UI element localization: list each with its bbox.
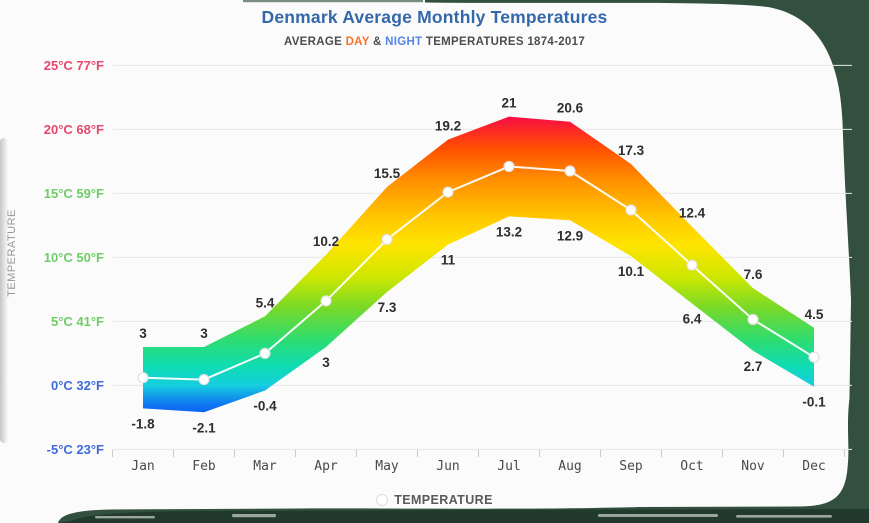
night-value-label: -0.4 xyxy=(253,399,277,414)
y-axis-title: TEMPERATURE xyxy=(6,209,18,297)
data-point-marker[interactable] xyxy=(442,186,454,198)
subtitle-part: & xyxy=(369,36,386,48)
window-edge-fragment xyxy=(736,515,832,518)
day-value-label: 4.5 xyxy=(805,307,824,322)
day-value-label: 3 xyxy=(200,326,208,341)
legend-marker-icon xyxy=(376,494,389,506)
y-axis-tick-label: -5°C 23°F xyxy=(47,442,104,457)
day-value-label: 7.6 xyxy=(744,267,763,282)
chart-title: Denmark Average Monthly Temperatures xyxy=(261,7,608,27)
data-point-marker[interactable] xyxy=(198,374,210,386)
month-label: Jul xyxy=(497,459,520,474)
month-label: Nov xyxy=(741,459,765,474)
night-value-label: -1.8 xyxy=(131,416,155,431)
window-edge-fragment xyxy=(95,516,155,519)
night-value-label: -2.1 xyxy=(192,420,216,435)
month-label: Feb xyxy=(192,459,216,474)
day-value-label: 3 xyxy=(139,326,147,341)
month-label: Sep xyxy=(619,459,643,474)
data-point-marker[interactable] xyxy=(320,295,332,307)
month-label: Apr xyxy=(314,459,338,474)
subtitle-part: TEMPERATURES 1874-2017 xyxy=(422,36,586,48)
subtitle-part: DAY xyxy=(345,36,370,48)
chart-subtitle: AVERAGE DAY & NIGHT TEMPERATURES 1874-20… xyxy=(0,36,869,48)
page-edge-shadow xyxy=(0,138,8,443)
night-value-label: 7.3 xyxy=(378,300,397,315)
month-label: Mar xyxy=(253,459,277,474)
night-value-label: 2.7 xyxy=(744,359,763,374)
y-axis-tick-label: 20°C 68°F xyxy=(44,122,104,137)
y-axis-tick-label: 10°C 50°F xyxy=(44,250,104,265)
y-axis-tick-label: 0°C 32°F xyxy=(51,378,104,393)
night-value-label: 13.2 xyxy=(496,224,522,239)
day-value-label: 21 xyxy=(501,96,517,111)
data-point-marker[interactable] xyxy=(808,351,820,363)
day-value-label: 20.6 xyxy=(557,101,584,116)
window-edge-fragment xyxy=(232,514,276,518)
month-label: Jun xyxy=(436,459,459,474)
subtitle-part: NIGHT xyxy=(385,36,423,48)
window-edge-fragment xyxy=(598,514,718,517)
night-value-label: 12.9 xyxy=(557,228,583,243)
month-label: May xyxy=(375,459,399,474)
day-value-label: 12.4 xyxy=(679,206,706,221)
mean-temperature-line xyxy=(142,165,815,381)
month-label: Dec xyxy=(802,459,825,474)
data-point-marker[interactable] xyxy=(564,165,576,177)
background-fragment xyxy=(58,0,869,523)
data-point-marker[interactable] xyxy=(503,160,515,173)
day-value-label: 5.4 xyxy=(256,295,275,310)
month-label: Aug xyxy=(558,459,581,474)
day-value-label: 17.3 xyxy=(618,143,645,158)
data-point-marker[interactable] xyxy=(686,259,698,271)
night-value-label: 10.1 xyxy=(618,264,645,279)
temperature-range-band[interactable] xyxy=(143,116,814,413)
day-value-label: 10.2 xyxy=(313,234,339,249)
y-axis-tick-label: 25°C 77°F xyxy=(44,58,104,73)
night-value-label: 3 xyxy=(322,355,330,370)
day-value-label: 19.2 xyxy=(435,119,461,134)
window-edge-fragment xyxy=(95,514,832,519)
y-axis-tick-label: 5°C 41°F xyxy=(51,314,104,329)
legend-item-temperature[interactable]: TEMPERATURE xyxy=(0,493,869,507)
legend-label: TEMPERATURE xyxy=(394,493,493,507)
month-label: Oct xyxy=(680,459,703,474)
data-point-marker[interactable] xyxy=(381,233,393,246)
night-value-label: 6.4 xyxy=(683,312,702,327)
data-point-marker[interactable] xyxy=(747,313,759,326)
data-point-marker[interactable] xyxy=(137,372,149,384)
day-value-label: 15.5 xyxy=(374,166,401,181)
night-value-label: 11 xyxy=(441,253,456,268)
data-point-marker[interactable] xyxy=(259,347,271,359)
night-value-label: -0.1 xyxy=(802,395,826,410)
data-point-marker[interactable] xyxy=(625,204,637,216)
month-label: Jan xyxy=(131,459,154,474)
subtitle-part: AVERAGE xyxy=(283,36,346,48)
y-axis-tick-label: 15°C 59°F xyxy=(44,186,104,201)
